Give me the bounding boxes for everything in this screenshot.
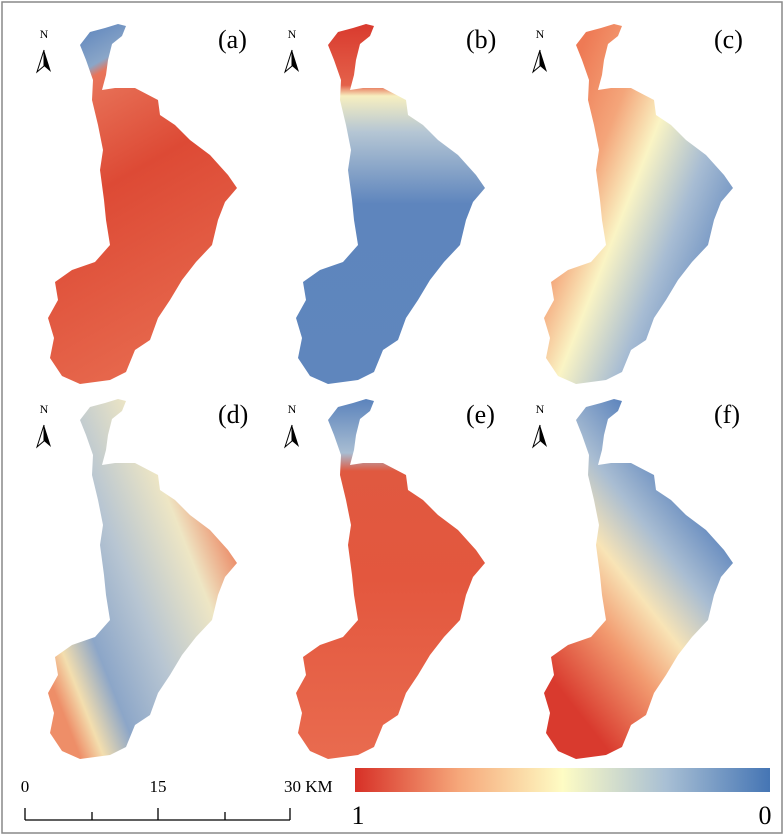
panel-label: (f) xyxy=(714,400,740,429)
north-arrow xyxy=(284,49,300,73)
north-label: N xyxy=(536,402,545,416)
colorbar: 1 0 xyxy=(352,768,772,830)
region xyxy=(296,399,485,759)
scale-label: 15 xyxy=(150,777,167,796)
north-label: N xyxy=(40,402,49,416)
north-label: N xyxy=(288,27,297,41)
region xyxy=(296,24,485,384)
colorbar-ramp xyxy=(355,768,770,792)
north-arrow xyxy=(36,424,52,448)
panels: N (a) N (b) N (c) N (d) N (e) N (f) xyxy=(36,24,743,759)
region xyxy=(544,399,733,759)
map-panel: N (c) xyxy=(532,24,743,384)
panel-label: (b) xyxy=(466,25,496,54)
north-arrow xyxy=(36,49,52,73)
map-panel: N (b) xyxy=(284,24,496,384)
north-label: N xyxy=(40,27,49,41)
north-arrow xyxy=(532,424,548,448)
region xyxy=(48,399,237,759)
colorbar-min: 0 xyxy=(759,801,772,830)
map-panel: N (d) xyxy=(36,399,248,759)
region xyxy=(544,24,733,384)
map-panel: N (e) xyxy=(284,399,495,759)
region xyxy=(48,24,237,384)
scale-label: 30 KM xyxy=(284,777,333,796)
north-label: N xyxy=(536,27,545,41)
north-label: N xyxy=(288,402,297,416)
panel-label: (e) xyxy=(466,400,495,429)
panel-label: (a) xyxy=(218,25,247,54)
north-arrow xyxy=(284,424,300,448)
panel-label: (d) xyxy=(218,400,248,429)
scale-bar: 0 15 30 KM xyxy=(21,777,333,821)
panel-label: (c) xyxy=(714,25,743,54)
scale-label: 0 xyxy=(21,777,30,796)
map-panel: N (a) xyxy=(36,24,247,384)
map-panel: N (f) xyxy=(532,399,740,759)
colorbar-max: 1 xyxy=(352,801,365,830)
north-arrow xyxy=(532,49,548,73)
